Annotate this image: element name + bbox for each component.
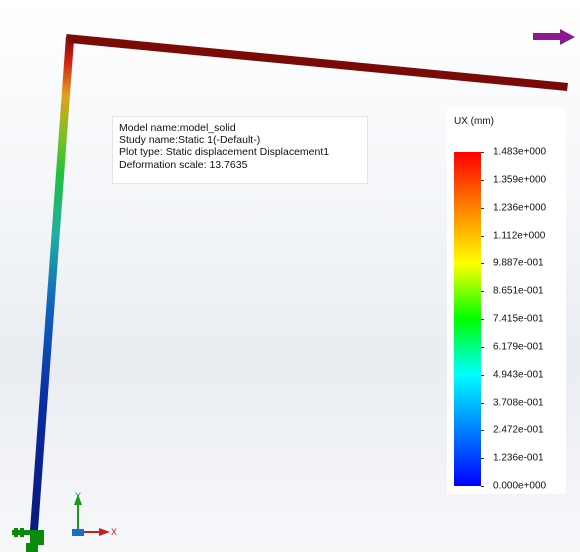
legend-tick [481, 486, 484, 487]
model-name-text: Model name:model_solid [119, 122, 236, 134]
beam-member [66, 34, 568, 91]
legend-tick [481, 152, 484, 153]
fixed-support-icon[interactable] [12, 528, 44, 552]
plot-type-text: Plot type: Static displacement Displacem… [119, 146, 330, 159]
legend-tick [481, 207, 484, 209]
study-info-box: Model name:model_solid Study name:Static… [112, 116, 368, 184]
legend-color-bar [454, 152, 481, 486]
legend-tick [481, 430, 484, 432]
triad-y-label: Y [75, 491, 81, 501]
legend-tick [481, 179, 484, 181]
legend-value-label: 4.943e-001 [493, 369, 544, 381]
legend-value-label: 6.179e-001 [493, 341, 544, 353]
legend-value-label: 0.000e+000 [493, 480, 547, 492]
triad-x-label: X [111, 527, 117, 537]
legend-value-label: 1.236e+000 [493, 202, 547, 214]
legend-title: UX (mm) [454, 116, 494, 127]
legend-tick [481, 458, 484, 460]
legend-value-label: 9.887e-001 [493, 257, 544, 269]
legend-value-label: 7.415e-001 [493, 313, 544, 325]
legend-value-label: 1.236e-001 [493, 452, 544, 464]
legend-tick [481, 402, 484, 404]
legend-tick [481, 235, 484, 237]
legend-value-label: 1.359e+000 [493, 174, 547, 186]
color-legend[interactable]: UX (mm) 1.483e+000 1.359e+000 1.236e+000 1.… [447, 108, 566, 494]
deformation-scale-text: Deformation scale: 13.7635 [119, 158, 248, 171]
legend-value-label: 1.483e+000 [493, 146, 547, 158]
axis-triad-icon: Y X [72, 491, 117, 537]
legend-tick [481, 319, 484, 320]
legend-value-label: 1.112e+000 [493, 230, 546, 241]
legend-tick [481, 346, 484, 348]
legend-tick [481, 291, 484, 293]
legend-value-label: 3.708e-001 [493, 397, 544, 408]
legend-value-label: 2.472e-001 [493, 424, 544, 436]
legend-value-label: 8.651e-001 [493, 285, 544, 297]
study-name-text: Study name:Static 1(-Default-) [119, 134, 261, 147]
legend-tick [481, 374, 484, 376]
legend-tick [481, 263, 484, 265]
force-arrow-icon[interactable] [533, 29, 575, 45]
column-member [30, 36, 74, 530]
